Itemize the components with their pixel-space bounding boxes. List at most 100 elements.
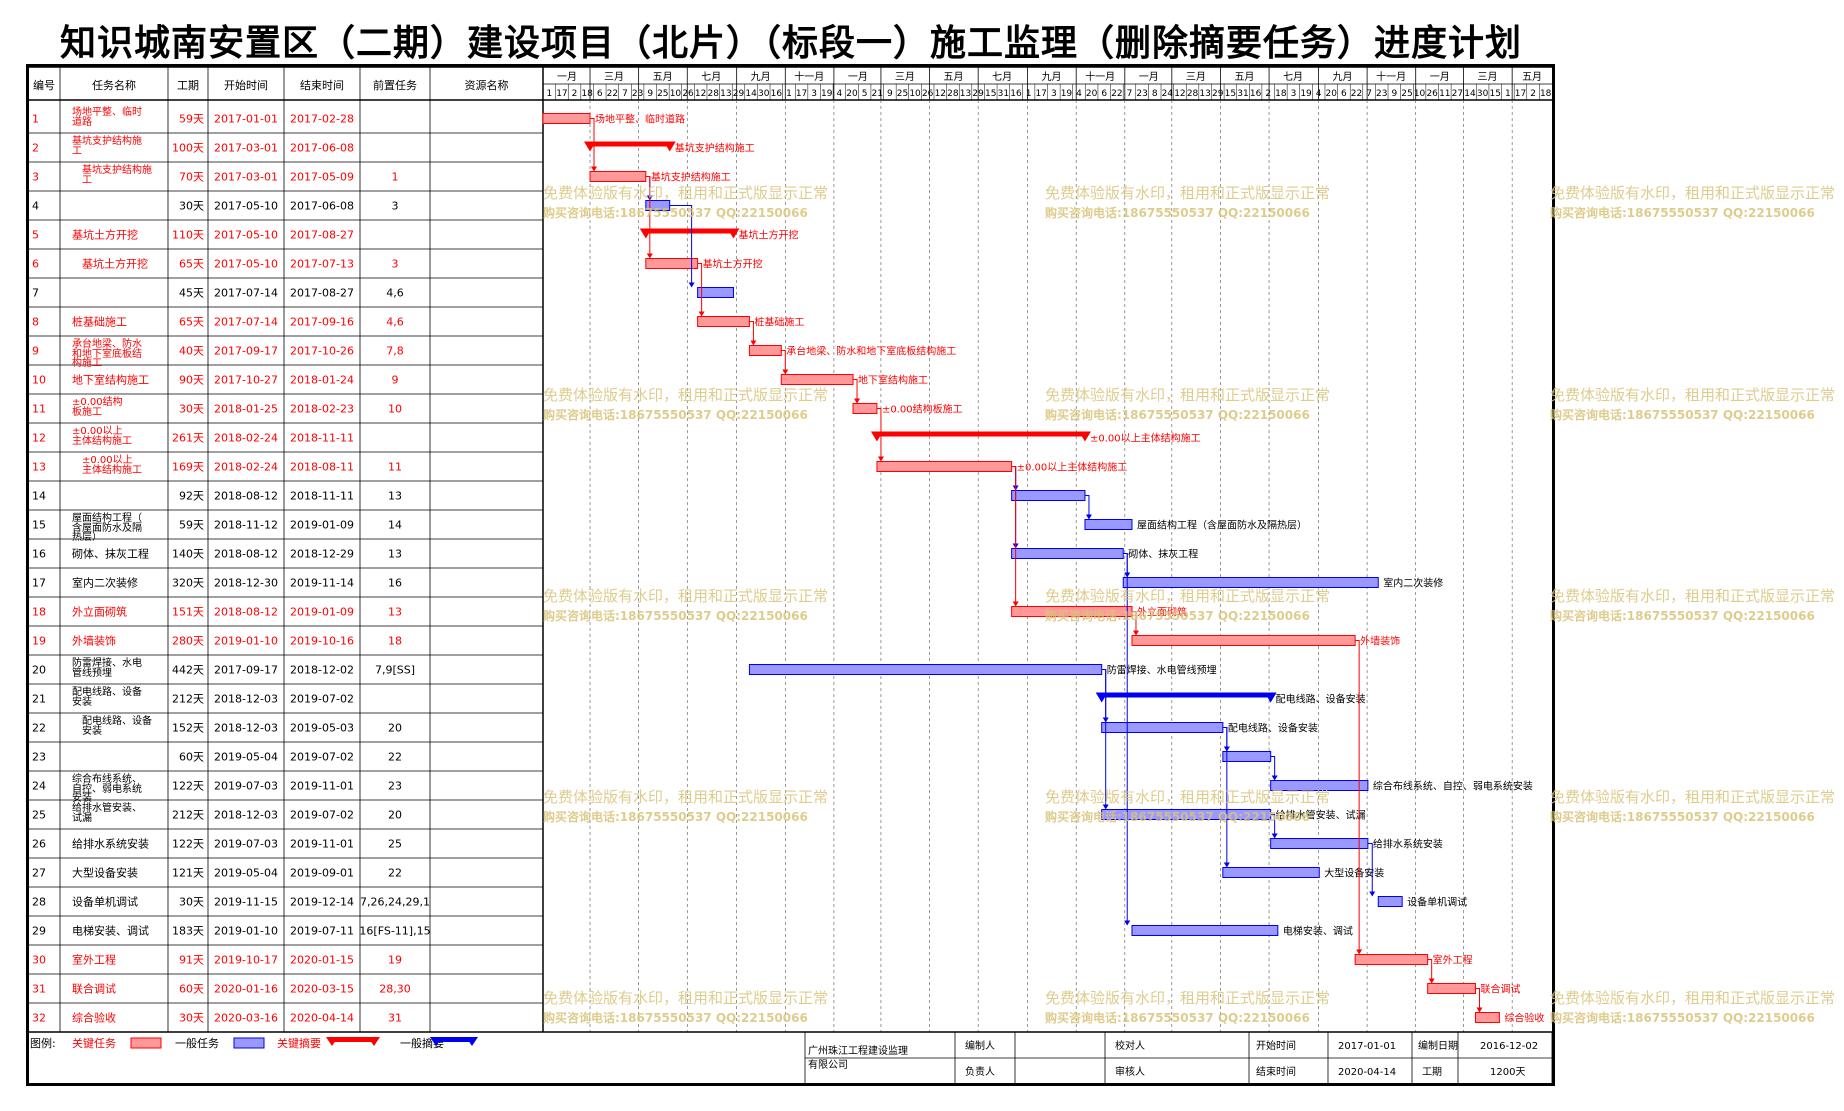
day-tick-label: 23 — [632, 89, 643, 99]
task-bar — [542, 113, 591, 124]
task-name-line: 承台地梁、防水 — [72, 337, 142, 350]
task-predecessors: 14 — [388, 519, 402, 532]
task-bar-label: 给排水管安装、试漏 — [1276, 809, 1366, 822]
day-tick-label: 7 — [1127, 89, 1133, 99]
day-tick-label: 27 — [1452, 89, 1463, 99]
task-bar-label: 桩基础施工 — [754, 316, 804, 329]
task-id: 11 — [32, 403, 46, 416]
task-start: 2017-09-17 — [214, 345, 278, 358]
task-predecessors: 23 — [388, 780, 402, 793]
day-tick-label: 17 — [1515, 89, 1526, 99]
day-tick-label: 26 — [682, 89, 694, 99]
month-label: 三月 — [604, 71, 624, 83]
dependency-line — [590, 118, 595, 171]
day-tick-label: 28 — [947, 89, 959, 99]
watermark-line1: 免费体验版有水印，租用和正式版显示正常 — [1045, 386, 1330, 404]
task-duration: 70天 — [179, 171, 204, 184]
day-tick-label: 28 — [708, 89, 720, 99]
task-start: 2018-12-03 — [214, 693, 278, 706]
day-tick-label: 30 — [758, 89, 770, 99]
task-start: 2017-05-10 — [214, 258, 278, 271]
task-predecessors: 7,26,24,29,1 — [360, 896, 430, 909]
watermark-line2: 购买咨询电话:18675550537 QQ:22150066 — [543, 809, 808, 824]
legend-normal-task: 一般任务 — [175, 1037, 219, 1050]
day-tick-label: 2 — [1265, 89, 1271, 99]
month-label: 三月 — [1186, 71, 1206, 83]
day-tick-label: 26 — [922, 89, 934, 99]
dependency-line — [853, 379, 858, 403]
task-name: 室内二次装修 — [72, 576, 138, 590]
task-duration: 320天 — [172, 577, 204, 590]
summary-start-marker — [639, 228, 652, 239]
day-tick-label: 2 — [572, 89, 578, 99]
task-name-line: 板施工 — [72, 405, 102, 418]
month-label: 五月 — [1522, 71, 1542, 83]
task-bar-label: 设备单机调试 — [1407, 896, 1467, 909]
task-name-line: 管线预埋 — [72, 666, 112, 679]
task-name-line: 屋面结构工程（ — [72, 511, 142, 524]
day-tick-label: 22 — [1351, 89, 1362, 99]
task-name-line: 基坑支护结构施 — [72, 134, 142, 147]
task-id: 1 — [32, 113, 39, 126]
task-duration: 65天 — [179, 316, 204, 329]
task-start: 2019-07-03 — [214, 838, 278, 851]
day-tick-label: 29 — [733, 89, 745, 99]
task-name-line: ±0.00以上 — [82, 454, 133, 466]
day-tick-label: 31 — [1237, 89, 1248, 99]
day-tick-label: 13 — [1199, 89, 1210, 99]
day-tick-label: 19 — [1300, 89, 1312, 99]
task-name: 外墙装饰 — [72, 634, 116, 648]
column-header: 开始时间 — [224, 78, 268, 92]
legend-marker — [430, 1037, 442, 1046]
task-bar — [1084, 519, 1133, 530]
task-duration: 122天 — [172, 838, 204, 851]
summary-start-marker — [1095, 692, 1108, 703]
task-bar-label: 配电线路、设备安装 — [1276, 693, 1366, 706]
task-bar-label: 防雷焊接、水电管线预埋 — [1107, 664, 1217, 677]
task-id: 15 — [32, 519, 46, 532]
task-bar-label: 基坑土方开挖 — [738, 229, 798, 242]
task-name: 室外工程 — [72, 953, 116, 967]
task-bar — [1131, 635, 1356, 646]
legend-marker — [368, 1037, 380, 1046]
watermark-line1: 免费体验版有水印，租用和正式版显示正常 — [543, 989, 828, 1007]
dependency-line — [1475, 988, 1480, 1012]
task-name: 设备单机调试 — [72, 895, 138, 909]
day-tick-label: 1 — [786, 89, 792, 99]
task-predecessors: 13 — [388, 548, 402, 561]
task-duration: 122天 — [172, 780, 204, 793]
task-duration: 60天 — [179, 983, 204, 996]
watermark-line1: 免费体验版有水印，租用和正式版显示正常 — [1045, 788, 1330, 806]
task-duration: 151天 — [172, 606, 204, 619]
task-duration: 40天 — [179, 345, 204, 358]
day-tick-label: 17 — [796, 89, 807, 99]
legend-critical-swatch — [130, 1037, 162, 1049]
task-bar-label: 地下室结构施工 — [858, 374, 928, 387]
task-name: 桩基础施工 — [72, 315, 127, 329]
task-duration: 280天 — [172, 635, 204, 648]
legend-critical-summary: 关键摘要 — [277, 1036, 321, 1050]
month-label: 一月 — [1139, 71, 1159, 83]
task-duration: 212天 — [172, 693, 204, 706]
task-predecessors: 7,9[SS] — [375, 664, 415, 677]
day-tick-label: 6 — [1341, 89, 1347, 99]
day-tick-label: 9 — [887, 89, 893, 99]
task-start: 2019-11-15 — [214, 896, 278, 909]
task-id: 27 — [32, 867, 46, 880]
task-id: 30 — [32, 954, 46, 967]
day-tick-label: 15 — [1490, 89, 1501, 99]
task-start: 2018-02-24 — [214, 461, 278, 474]
day-tick-label: 21 — [872, 89, 883, 99]
column-header: 前置任务 — [373, 78, 417, 92]
task-start: 2020-01-16 — [214, 983, 278, 996]
dependency-line — [1222, 727, 1228, 867]
task-end: 2017-08-27 — [290, 229, 354, 242]
task-name: 砌体、抹灰工程 — [72, 547, 149, 561]
summary-end-marker — [663, 141, 676, 152]
summary-bar — [876, 431, 1085, 437]
day-tick-label: 6 — [1101, 89, 1107, 99]
day-tick-label: 5 — [862, 89, 868, 99]
task-predecessors: 28,30 — [379, 983, 411, 996]
task-id: 19 — [32, 635, 46, 648]
